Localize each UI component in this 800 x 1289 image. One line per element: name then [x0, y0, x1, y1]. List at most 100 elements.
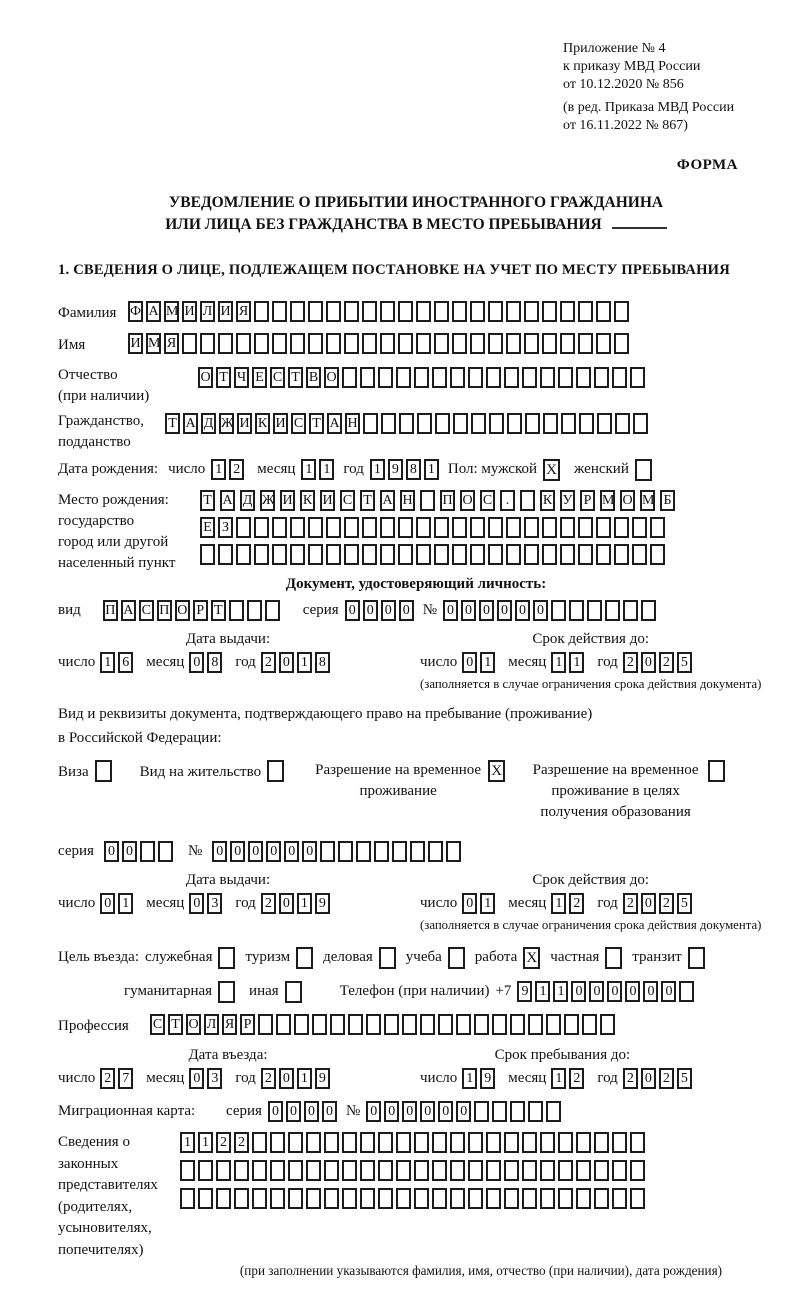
form-cell[interactable]: 0 — [640, 1068, 656, 1089]
form-cell[interactable]: 1 — [319, 459, 335, 480]
purpose-private-checkbox[interactable] — [605, 946, 623, 969]
form-cell[interactable] — [288, 1160, 303, 1181]
form-cell[interactable]: 5 — [676, 1068, 692, 1089]
form-cell[interactable] — [576, 1132, 591, 1153]
form-cell[interactable]: 0 — [278, 893, 294, 914]
form-cell[interactable]: 0 — [661, 981, 677, 1002]
form-cell[interactable] — [470, 544, 485, 565]
form-cell[interactable]: К — [255, 413, 270, 434]
form-cell[interactable]: 1 — [553, 981, 569, 1002]
form-cell[interactable] — [312, 1014, 327, 1035]
form-cell[interactable]: 2 — [658, 652, 674, 673]
form-cell[interactable] — [180, 1188, 195, 1209]
form-cell[interactable] — [416, 333, 431, 354]
form-cell[interactable]: Л — [204, 1014, 219, 1035]
form-cell[interactable]: 2 — [100, 1068, 116, 1089]
form-cell[interactable] — [416, 544, 431, 565]
form-cell[interactable]: Д — [201, 413, 216, 434]
form-cell[interactable]: 0 — [625, 981, 641, 1002]
form-cell[interactable] — [630, 1188, 645, 1209]
form-cell[interactable] — [560, 333, 575, 354]
form-cell[interactable]: Б — [660, 490, 675, 511]
form-cell[interactable]: 1 — [100, 652, 116, 673]
form-cell[interactable]: 1 — [551, 652, 567, 673]
form-cell[interactable] — [578, 544, 593, 565]
form-cell[interactable]: И — [280, 490, 295, 511]
form-cell[interactable]: 0 — [302, 841, 318, 862]
form-cell[interactable] — [612, 1188, 627, 1209]
form-cell[interactable]: Ч — [234, 367, 249, 388]
form-cell[interactable]: 0 — [461, 600, 476, 621]
form-cell[interactable] — [542, 301, 557, 322]
form-cell[interactable] — [650, 517, 665, 538]
form-cell[interactable]: С — [480, 490, 495, 511]
form-cell[interactable] — [362, 301, 377, 322]
form-cell[interactable]: 1 — [480, 893, 496, 914]
form-cell[interactable] — [522, 367, 537, 388]
purpose-transit-checkbox[interactable] — [687, 946, 705, 969]
form-cell[interactable]: 0 — [462, 652, 478, 673]
form-cell[interactable]: 0 — [344, 600, 360, 621]
form-cell[interactable] — [560, 517, 575, 538]
form-cell[interactable] — [362, 544, 377, 565]
form-cell[interactable] — [560, 544, 575, 565]
form-cell[interactable] — [468, 1188, 483, 1209]
purpose-study-checkbox[interactable] — [447, 946, 465, 969]
form-cell[interactable] — [504, 1188, 519, 1209]
residence-permit-checkbox[interactable] — [267, 760, 285, 782]
form-cell[interactable] — [330, 1014, 345, 1035]
form-cell[interactable] — [392, 841, 408, 862]
form-cell[interactable]: О — [174, 600, 190, 621]
form-cell[interactable] — [438, 1014, 453, 1035]
form-cell[interactable] — [420, 1014, 435, 1035]
form-cell[interactable]: 1 — [211, 459, 227, 480]
form-cell[interactable] — [650, 544, 665, 565]
form-cell[interactable] — [456, 1014, 471, 1035]
form-cell[interactable] — [524, 517, 539, 538]
form-cell[interactable] — [378, 367, 393, 388]
form-cell[interactable] — [216, 1188, 231, 1209]
form-cell[interactable] — [630, 1132, 645, 1153]
form-cell[interactable]: М — [640, 490, 655, 511]
form-cell[interactable]: 0 — [189, 1068, 205, 1089]
form-cell[interactable]: 7 — [118, 1068, 134, 1089]
form-cell[interactable]: 2 — [569, 893, 585, 914]
form-cell[interactable] — [450, 1160, 465, 1181]
form-cell[interactable] — [380, 333, 395, 354]
form-cell[interactable] — [414, 1160, 429, 1181]
form-cell[interactable]: . — [500, 490, 515, 511]
form-cell[interactable] — [489, 413, 504, 434]
form-cell[interactable]: 2 — [622, 652, 638, 673]
form-cell[interactable] — [486, 1160, 501, 1181]
form-cell[interactable]: О — [620, 490, 635, 511]
form-cell[interactable] — [326, 333, 341, 354]
form-cell[interactable] — [432, 1188, 447, 1209]
form-cell[interactable]: Р — [240, 1014, 255, 1035]
form-cell[interactable] — [254, 333, 269, 354]
form-cell[interactable]: А — [183, 413, 198, 434]
form-cell[interactable]: Т — [165, 413, 180, 434]
form-cell[interactable]: 0 — [462, 893, 478, 914]
form-cell[interactable] — [308, 333, 323, 354]
form-cell[interactable]: 1 — [535, 981, 551, 1002]
form-cell[interactable] — [380, 301, 395, 322]
form-cell[interactable] — [272, 544, 287, 565]
form-cell[interactable] — [254, 544, 269, 565]
form-cell[interactable] — [504, 1132, 519, 1153]
form-cell[interactable] — [470, 517, 485, 538]
form-cell[interactable]: 8 — [314, 652, 330, 673]
form-cell[interactable]: 2 — [658, 893, 674, 914]
form-cell[interactable] — [596, 333, 611, 354]
form-cell[interactable]: 1 — [551, 893, 567, 914]
form-cell[interactable]: 2 — [229, 459, 245, 480]
form-cell[interactable] — [198, 1160, 213, 1181]
form-cell[interactable] — [520, 490, 535, 511]
form-cell[interactable] — [474, 1101, 490, 1122]
form-cell[interactable]: 1 — [296, 893, 312, 914]
form-cell[interactable]: 0 — [479, 600, 494, 621]
form-cell[interactable] — [252, 1160, 267, 1181]
form-cell[interactable] — [290, 544, 305, 565]
form-cell[interactable]: 2 — [234, 1132, 249, 1153]
form-cell[interactable]: 0 — [285, 1101, 301, 1122]
form-cell[interactable] — [488, 301, 503, 322]
